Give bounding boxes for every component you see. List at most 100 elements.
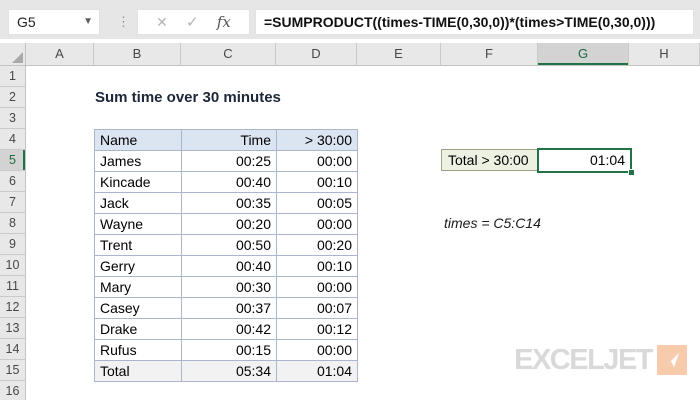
table-cell[interactable]: 00:50 (182, 235, 277, 256)
table-row: Jack 00:35 00:05 (95, 193, 358, 214)
paper-plane-icon (665, 352, 680, 368)
formula-input[interactable]: =SUMPRODUCT((times-TIME(0,30,0))*(times>… (255, 9, 694, 35)
table-cell[interactable]: 00:00 (277, 151, 358, 172)
exceljet-logo-mark (657, 345, 687, 375)
formula-bar-grip-icon: ⋮ (117, 14, 130, 29)
table-cell[interactable]: 00:35 (182, 193, 277, 214)
row-header-10[interactable]: 10 (0, 255, 26, 276)
column-header-G[interactable]: G (538, 43, 629, 66)
table-row: Rufus 00:15 00:00 (95, 340, 358, 361)
table-total-cell[interactable]: 01:04 (277, 361, 358, 382)
table-header-cell[interactable]: Name (95, 130, 182, 151)
formula-bar-buttons: ✕ ✓ fx (137, 9, 250, 35)
formula-bar-row: G5 ▼ ⋮ ✕ ✓ fx =SUMPRODUCT((times-TIME(0,… (0, 0, 700, 41)
exceljet-logo-text: EXCELJET (514, 344, 653, 376)
table-cell[interactable]: Mary (95, 277, 182, 298)
column-header-A[interactable]: A (26, 43, 94, 66)
insert-function-icon[interactable]: fx (216, 13, 231, 31)
sheet-title: Sum time over 30 minutes (95, 89, 281, 106)
data-table: Name Time > 30:00 James 00:25 00:00 Kincade 00:… (94, 129, 358, 382)
table-row: Wayne 00:20 00:00 (95, 214, 358, 235)
table-row: Trent 00:50 00:20 (95, 235, 358, 256)
row-header-1[interactable]: 1 (0, 66, 26, 87)
table-row: Mary 00:30 00:00 (95, 277, 358, 298)
table-cell[interactable]: Rufus (95, 340, 182, 361)
row-headers: 1 2 3 4 5 6 7 8 9 10 11 12 13 14 15 16 (0, 66, 26, 400)
sheet-canvas: Sum time over 30 minutes Name Time > 30:00… (26, 66, 700, 400)
row-header-15[interactable]: 15 (0, 360, 26, 381)
table-cell[interactable]: 00:00 (277, 277, 358, 298)
table-row: Casey 00:37 00:07 (95, 298, 358, 319)
column-header-C[interactable]: C (181, 43, 276, 66)
table-row: Drake 00:42 00:12 (95, 319, 358, 340)
row-header-3[interactable]: 3 (0, 108, 26, 129)
table-cell[interactable]: 00:30 (182, 277, 277, 298)
column-header-F[interactable]: F (441, 43, 538, 66)
column-header-B[interactable]: B (94, 43, 181, 66)
table-row: Name Time > 30:00 (95, 130, 358, 151)
table-cell[interactable]: 00:42 (182, 319, 277, 340)
table-total-cell[interactable]: Total (95, 361, 182, 382)
select-all-triangle-icon (12, 52, 23, 63)
row-header-8[interactable]: 8 (0, 213, 26, 234)
table-cell[interactable]: 00:20 (182, 214, 277, 235)
row-header-5[interactable]: 5 (0, 150, 26, 171)
table-cell[interactable]: 00:37 (182, 298, 277, 319)
row-header-7[interactable]: 7 (0, 192, 26, 213)
table-cell[interactable]: 00:07 (277, 298, 358, 319)
fill-handle[interactable] (628, 169, 635, 176)
table-cell[interactable]: 00:40 (182, 256, 277, 277)
name-box[interactable]: G5 ▼ (8, 9, 100, 35)
table-cell[interactable]: Wayne (95, 214, 182, 235)
name-box-dropdown-icon[interactable]: ▼ (83, 16, 93, 27)
name-box-value: G5 (17, 14, 36, 30)
cancel-icon[interactable]: ✕ (156, 13, 168, 30)
table-cell[interactable]: 00:12 (277, 319, 358, 340)
table-row: Gerry 00:40 00:10 (95, 256, 358, 277)
table-cell[interactable]: 00:00 (277, 214, 358, 235)
table-cell[interactable]: 00:05 (277, 193, 358, 214)
column-header-H[interactable]: H (629, 43, 700, 66)
table-cell[interactable]: Trent (95, 235, 182, 256)
row-header-4[interactable]: 4 (0, 129, 26, 150)
table-cell[interactable]: James (95, 151, 182, 172)
row-header-14[interactable]: 14 (0, 339, 26, 360)
row-header-9[interactable]: 9 (0, 234, 26, 255)
table-header-cell[interactable]: > 30:00 (277, 130, 358, 151)
row-header-2[interactable]: 2 (0, 87, 26, 108)
table-cell[interactable]: Drake (95, 319, 182, 340)
table-row: James 00:25 00:00 (95, 151, 358, 172)
formula-text: =SUMPRODUCT((times-TIME(0,30,0))*(times>… (264, 14, 656, 30)
table-cell[interactable]: 00:10 (277, 256, 358, 277)
range-note: times = C5:C14 (444, 215, 541, 231)
table-cell[interactable]: 00:40 (182, 172, 277, 193)
enter-icon[interactable]: ✓ (186, 14, 199, 31)
exceljet-logo: EXCELJET (514, 345, 687, 375)
table-header-cell[interactable]: Time (182, 130, 277, 151)
row-header-6[interactable]: 6 (0, 171, 26, 192)
table-cell[interactable]: Casey (95, 298, 182, 319)
table-total-cell[interactable]: 05:34 (182, 361, 277, 382)
table-cell[interactable]: 00:00 (277, 340, 358, 361)
column-header-E[interactable]: E (357, 43, 441, 66)
row-header-12[interactable]: 12 (0, 297, 26, 318)
row-header-13[interactable]: 13 (0, 318, 26, 339)
selected-cell-value: 01:04 (589, 152, 625, 168)
column-header-D[interactable]: D (276, 43, 357, 66)
table-cell[interactable]: 00:25 (182, 151, 277, 172)
table-cell[interactable]: 00:20 (277, 235, 358, 256)
table-cell[interactable]: 00:15 (182, 340, 277, 361)
result-label-cell[interactable]: Total > 30:00 (441, 149, 539, 171)
selected-cell-g5[interactable]: 01:04 (537, 148, 635, 176)
table-cell[interactable]: Kincade (95, 172, 182, 193)
table-row: Kincade 00:40 00:10 (95, 172, 358, 193)
row-header-11[interactable]: 11 (0, 276, 26, 297)
table-row: Total 05:34 01:04 (95, 361, 358, 382)
table-cell[interactable]: Jack (95, 193, 182, 214)
table-cell[interactable]: Gerry (95, 256, 182, 277)
row-header-16[interactable]: 16 (0, 381, 26, 400)
table-cell[interactable]: 00:10 (277, 172, 358, 193)
select-all-corner[interactable] (0, 43, 26, 66)
